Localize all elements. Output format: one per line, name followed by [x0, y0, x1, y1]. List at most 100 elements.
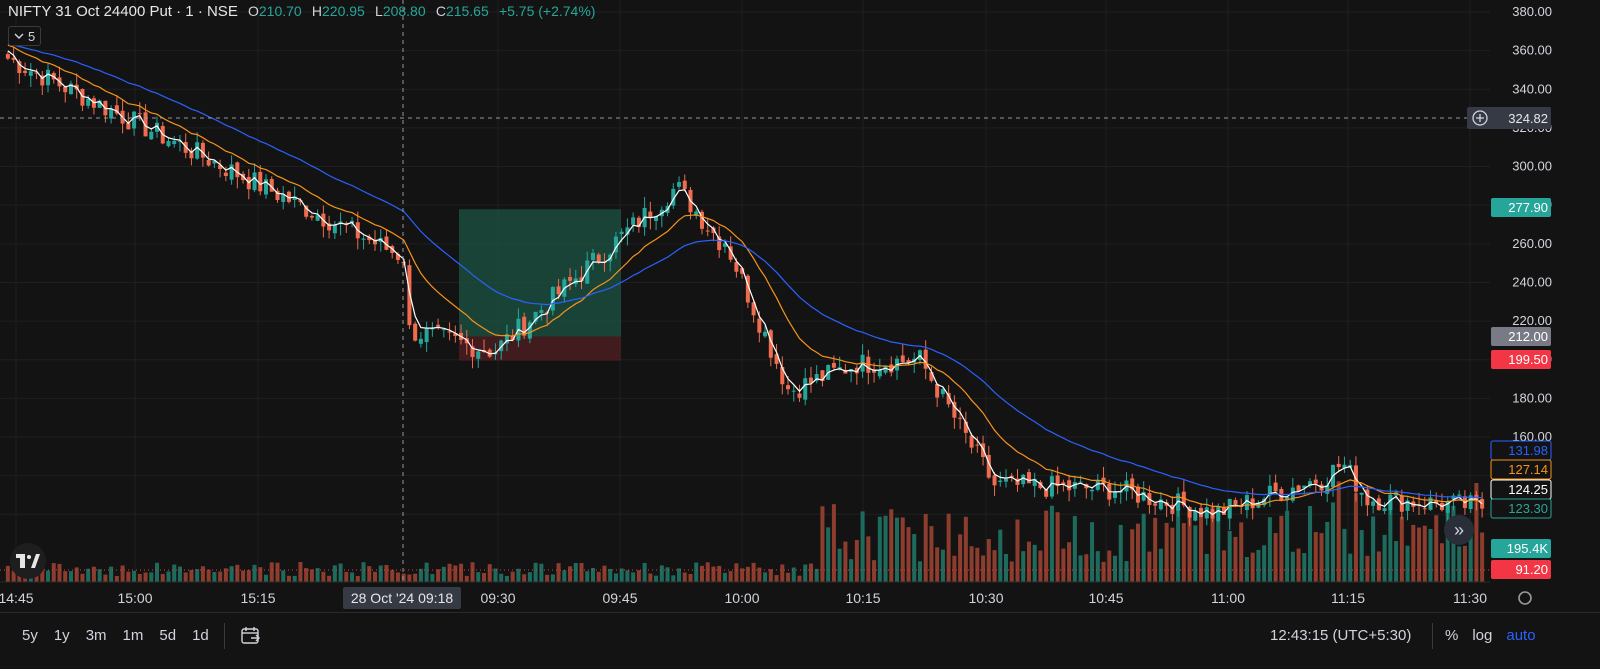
candle-body — [430, 327, 435, 330]
volume-bar — [1462, 545, 1467, 582]
candle-body — [361, 238, 366, 240]
range-1m[interactable]: 1m — [122, 627, 144, 644]
volume-bar — [585, 571, 590, 582]
candle-body — [413, 323, 418, 341]
volume-bar — [516, 568, 521, 582]
candle-body — [372, 239, 378, 245]
indicators-toggle[interactable]: 5 — [8, 26, 42, 46]
crosshair-time-label: 28 Oct '24 09:18 — [351, 590, 454, 606]
volume-bar — [1004, 553, 1009, 582]
range-3m[interactable]: 3m — [85, 627, 107, 644]
candle-body — [986, 454, 991, 478]
volume-bar — [327, 575, 332, 582]
moving-averages — [7, 43, 1483, 516]
candle-body — [596, 254, 601, 263]
auto-scale-toggle[interactable]: auto — [1506, 627, 1536, 644]
volume-bar — [424, 562, 429, 582]
volume-bar — [1107, 550, 1112, 582]
volume-bar — [264, 574, 269, 582]
volume-bars — [0, 481, 1490, 582]
candle-body — [963, 421, 968, 433]
settings-gear-icon — [1518, 591, 1532, 605]
candle-body — [298, 200, 303, 202]
volume-bar — [705, 562, 710, 582]
volume-bar — [40, 565, 45, 582]
position-loss-zone — [459, 336, 621, 361]
volume-bar — [246, 570, 251, 582]
clock-timezone[interactable]: 12:43:15 (UTC+5:30) — [1270, 627, 1412, 644]
candle-body — [218, 164, 223, 169]
candle-body — [745, 275, 750, 303]
price-label: 131.98 — [1508, 443, 1548, 458]
volume-bar — [1382, 534, 1387, 582]
symbol-title[interactable]: NIFTY 31 Oct 24400 Put · 1 · NSE — [8, 3, 238, 20]
volume-bar — [573, 562, 578, 582]
volume-bar — [774, 575, 779, 582]
price-chart[interactable]: 380.00360.00340.00320.00300.00280.00260.… — [0, 0, 1600, 612]
volume-bar — [177, 566, 182, 582]
candle-body — [780, 366, 785, 385]
volume-bar — [1147, 551, 1152, 582]
volume-bar — [866, 536, 871, 582]
volume-bar — [717, 565, 722, 582]
volume-bar — [900, 517, 905, 582]
volume-bar — [470, 562, 475, 582]
scroll-to-realtime-button[interactable]: » — [1444, 515, 1474, 545]
candle-body — [28, 71, 33, 76]
range-5y[interactable]: 5y — [22, 627, 38, 644]
range-1d[interactable]: 1d — [192, 627, 209, 644]
candle-body — [1044, 489, 1049, 497]
volume-bar — [1296, 548, 1301, 582]
candle-body — [763, 331, 768, 337]
ma-slow-line — [7, 43, 1483, 499]
candle-body — [682, 180, 687, 189]
volume-bar — [1422, 525, 1427, 582]
volume-bar — [292, 575, 297, 582]
range-1y[interactable]: 1y — [53, 627, 70, 644]
volume-bar — [1439, 543, 1444, 582]
crosshair — [0, 0, 1490, 582]
candle-body — [63, 86, 68, 93]
candle-body — [1032, 478, 1037, 486]
candle-body — [350, 220, 355, 223]
volume-bar — [137, 573, 142, 582]
volume-bar — [1176, 505, 1181, 582]
volume-bar — [872, 560, 877, 582]
volume-bar — [556, 563, 561, 582]
candle-body — [510, 336, 515, 340]
candle-body — [814, 374, 819, 381]
volume-bar — [430, 573, 435, 582]
volume-bar — [126, 571, 131, 582]
range-5d[interactable]: 5d — [159, 627, 177, 644]
candle-body — [585, 260, 590, 284]
candle-body — [734, 262, 739, 272]
bottom-toolbar: 5y 1y 3m 1m 5d 1d 12:43:15 (UTC+5:30) % … — [0, 612, 1600, 669]
log-scale-toggle[interactable]: log — [1472, 627, 1493, 644]
tradingview-logo[interactable] — [10, 543, 46, 579]
volume-bar — [1210, 507, 1215, 582]
volume-bar — [344, 571, 349, 582]
volume-bar — [751, 562, 756, 582]
go-to-date-icon[interactable] — [240, 626, 262, 646]
close-label: C — [435, 3, 446, 19]
percent-scale-toggle[interactable]: % — [1445, 627, 1459, 644]
volume-bar — [223, 568, 228, 582]
candle-body — [504, 334, 509, 344]
candle-body — [1365, 489, 1370, 506]
candle-body — [1250, 498, 1255, 509]
candle-body — [952, 401, 957, 418]
volume-bar — [745, 566, 750, 582]
candle-body — [998, 480, 1003, 482]
volume-bar — [355, 575, 360, 582]
volume-bar — [562, 570, 567, 582]
volume-bar — [212, 572, 217, 582]
volume-bar — [665, 567, 670, 582]
candle-body — [229, 164, 234, 180]
volume-bar — [929, 526, 934, 582]
price-label-bg — [1491, 327, 1551, 346]
volume-bar — [1032, 544, 1037, 582]
volume-bar — [1244, 557, 1249, 582]
volume-bar — [57, 563, 62, 582]
candle-body — [923, 349, 928, 369]
candle-body — [539, 310, 544, 313]
